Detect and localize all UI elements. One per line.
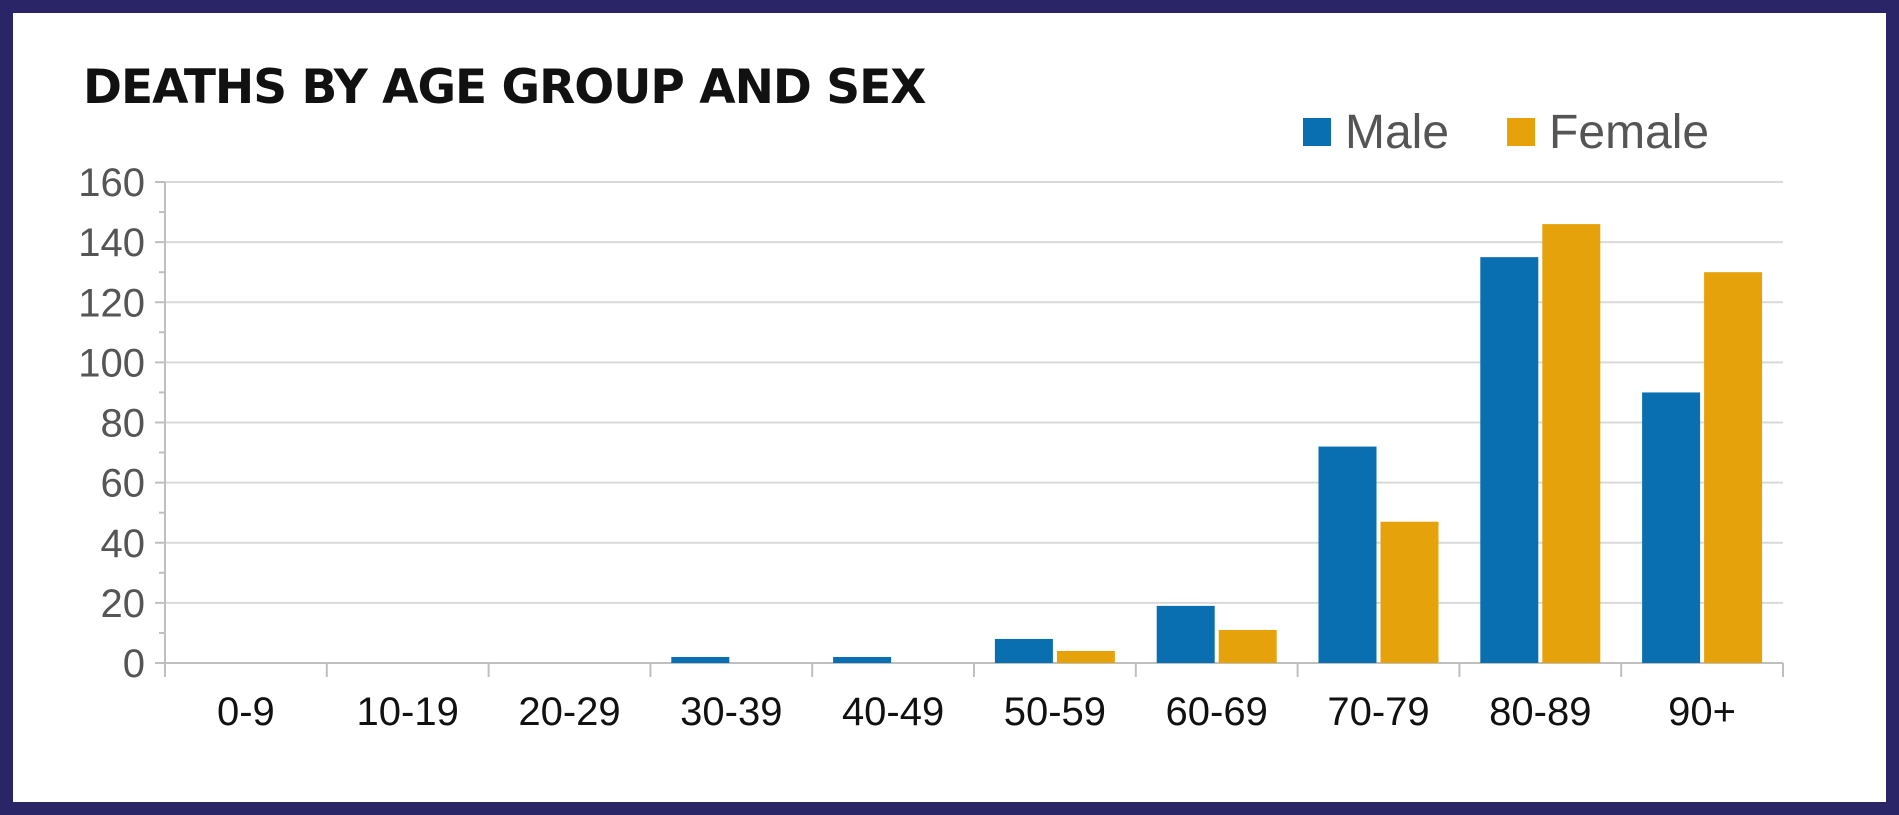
x-tick-label: 30-39: [680, 690, 782, 734]
x-tick-label: 60-69: [1166, 690, 1268, 734]
y-tick-label: 100: [78, 341, 145, 385]
bar-male: [1318, 446, 1377, 663]
legend-label-male: Male: [1345, 106, 1449, 159]
bar-male: [994, 638, 1053, 663]
y-tick-label: 20: [101, 582, 146, 626]
y-tick-label: 0: [123, 642, 145, 686]
bar-female: [1218, 629, 1277, 663]
x-tick-label: 90+: [1668, 690, 1736, 734]
bar-male: [1642, 392, 1701, 663]
x-tick-label: 50-59: [1004, 690, 1106, 734]
bar-male: [671, 656, 730, 663]
bar-male: [1480, 257, 1539, 663]
y-tick-label: 40: [101, 522, 146, 566]
x-tick-label: 40-49: [842, 690, 944, 734]
bar-chart: 0 20 40 60 80 100 120 140 160 0-9 10-19 20-29 30-39 4…: [78, 106, 1784, 734]
bar-female: [1542, 224, 1601, 663]
chart-card: DEATHS BY AGE GROUP AND SEX 0 20 40 60 80 100…: [13, 13, 1886, 802]
bar-male: [833, 656, 892, 663]
bar-female: [1704, 272, 1763, 663]
bar-male: [1156, 605, 1215, 663]
x-tick-label: 20-29: [518, 690, 620, 734]
x-tick-label: 10-19: [357, 690, 459, 734]
bar-female: [1056, 650, 1115, 663]
y-tick-label: 80: [101, 402, 146, 446]
legend-swatch-female: [1507, 118, 1536, 146]
y-tick-label: 160: [78, 161, 145, 205]
x-tick-label: 80-89: [1489, 690, 1591, 734]
bar-female: [1380, 521, 1439, 663]
legend-label-female: Female: [1549, 106, 1709, 159]
chart-title: DEATHS BY AGE GROUP AND SEX: [83, 60, 926, 115]
x-tick-label: 70-79: [1327, 690, 1429, 734]
y-tick-label: 60: [101, 462, 146, 506]
legend-swatch-male: [1303, 118, 1331, 146]
x-tick-label: 0-9: [217, 690, 275, 734]
y-tick-label: 120: [78, 281, 145, 325]
y-tick-label: 140: [78, 221, 145, 265]
